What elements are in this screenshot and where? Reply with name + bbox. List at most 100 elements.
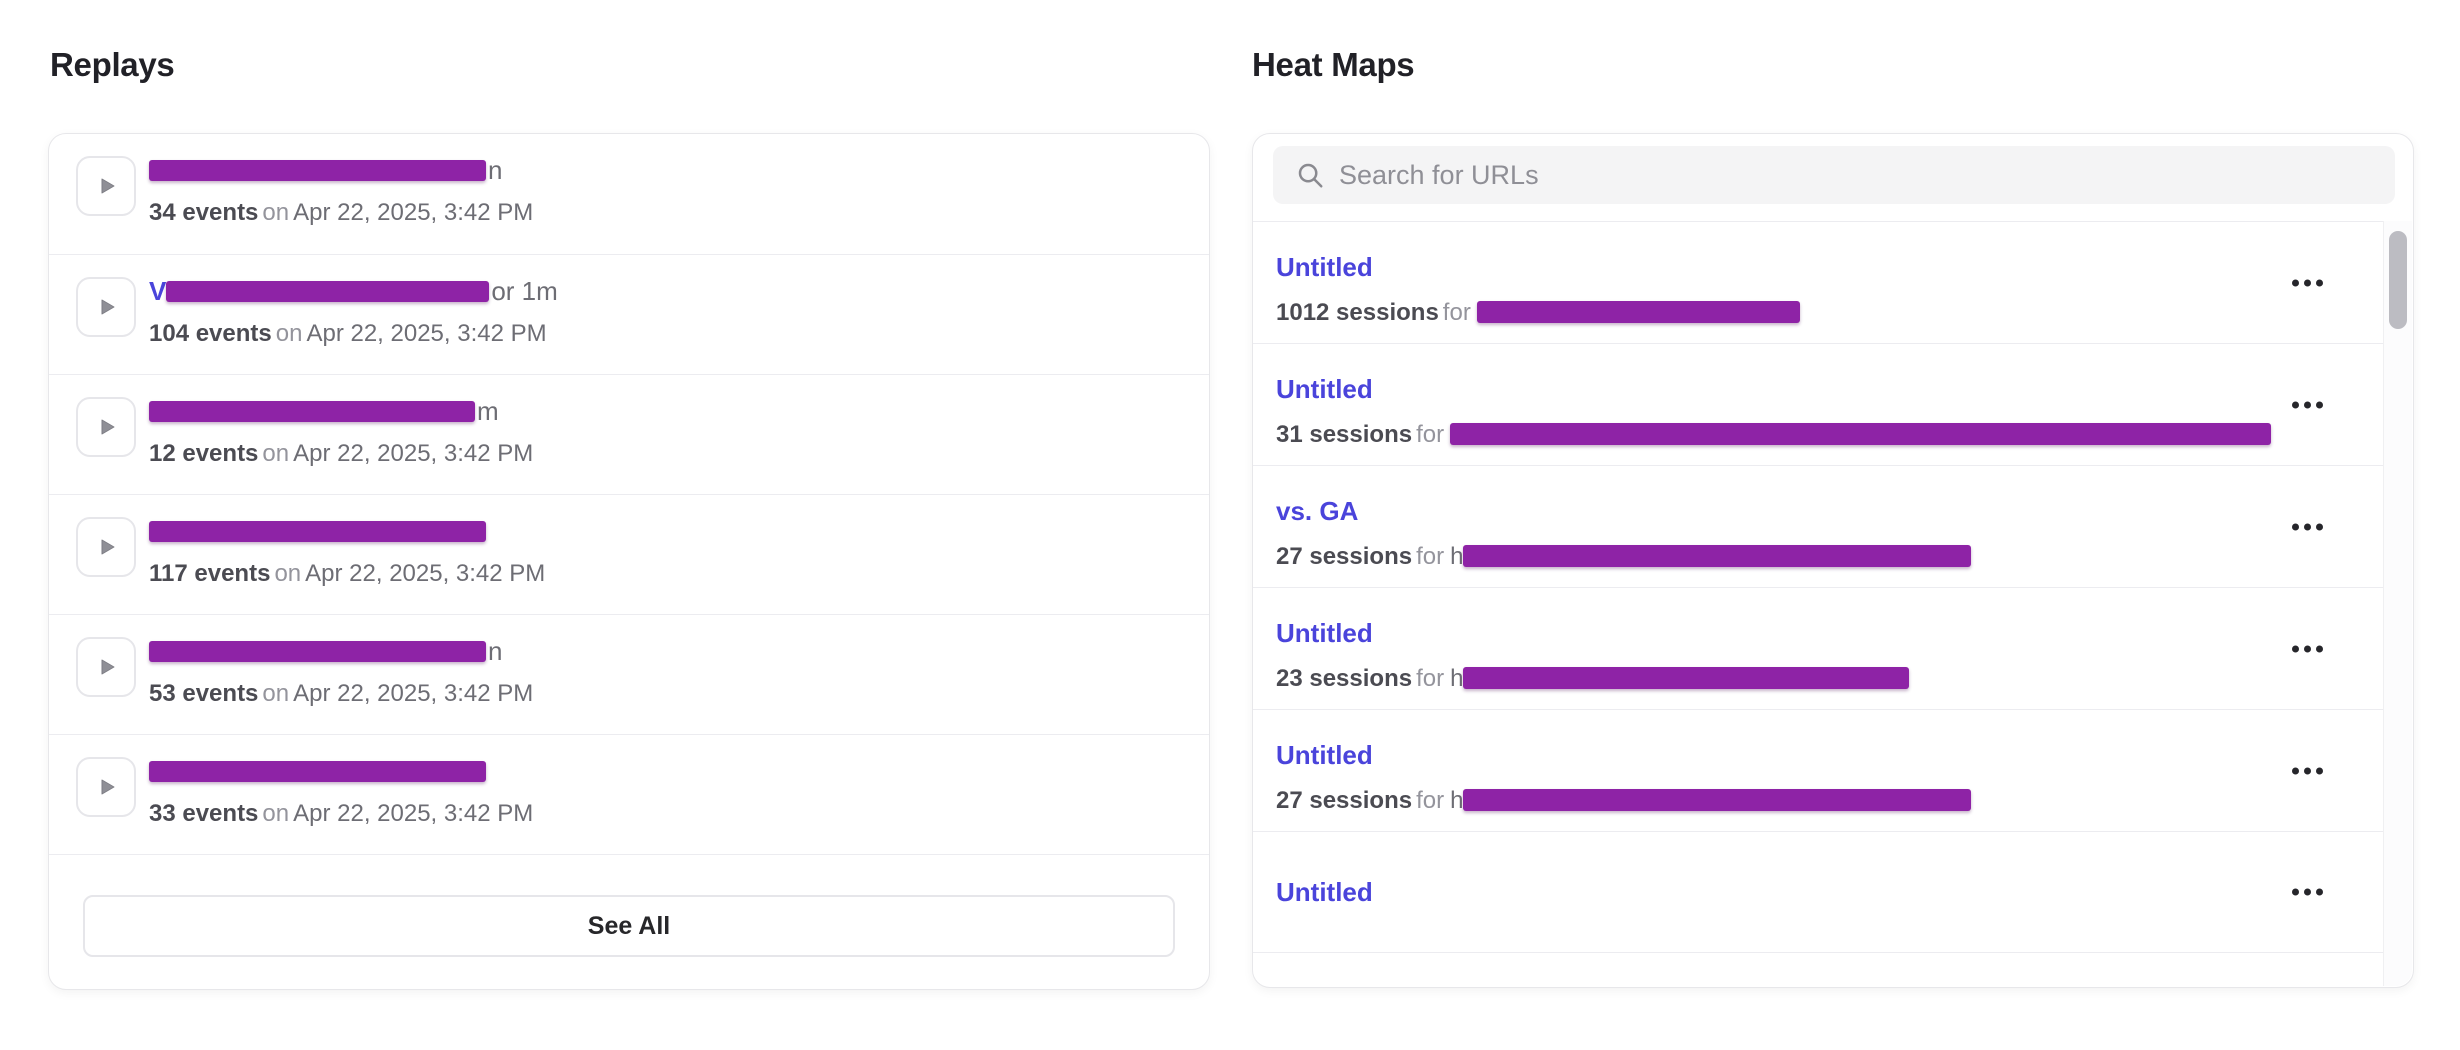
redaction-bar [1476,301,1800,323]
event-count: 34 events [149,199,259,226]
heatmap-title-link[interactable]: Untitled [1276,877,1373,907]
replay-timestamp: Apr 22, 2025, 3:42 PM [306,320,547,347]
play-icon [101,779,115,795]
heatmap-meta: 1012 sessions for [1276,298,2273,327]
heatmap-title-link[interactable]: Untitled [1276,252,1373,282]
more-options-button[interactable] [2286,761,2329,780]
more-options-icon [2292,645,2299,652]
heatmap-title-link[interactable]: Untitled [1276,740,1373,770]
heatmap-row: Untitled 23 sessions for h [1253,587,2383,709]
heatmap-row: vs. GA 27 sessions for h [1253,465,2383,587]
more-options-button[interactable] [2286,639,2329,658]
replay-visitor-link[interactable] [149,756,488,786]
play-icon [101,539,115,555]
more-options-icon [2292,279,2299,286]
play-button[interactable] [76,277,136,337]
play-button[interactable] [76,397,136,457]
play-icon [101,419,115,435]
play-button[interactable] [76,637,136,697]
heatmap-list: Untitled 1012 sessions for Untitled 31 se… [1253,221,2413,987]
more-options-icon [2292,401,2299,408]
replay-meta: 34 events on Apr 22, 2025, 3:42 PM [149,199,534,226]
visit-duration-fragment: n [488,636,503,666]
heatmap-meta: 31 sessions for [1276,420,2273,449]
heatmap-row: Untitled 31 sessions for [1253,343,2383,465]
replay-timestamp: Apr 22, 2025, 3:42 PM [293,199,534,226]
heatmap-meta: 27 sessions for h [1276,786,2273,815]
visitor-name-fragment: V [149,276,167,306]
redaction-bar [149,521,486,542]
event-count: 117 events [149,560,271,587]
url-search [1273,146,2395,204]
replays-section-title: Replays [50,46,175,83]
event-count: 104 events [149,320,272,347]
play-button[interactable] [76,517,136,577]
replay-row: n 34 events on Apr 22, 2025, 3:42 PM [49,134,1209,254]
replay-row: 117 events on Apr 22, 2025, 3:42 PM [49,494,1209,614]
heatmap-row: Untitled [1253,831,2383,952]
url-fragment: h [1450,665,1464,692]
more-options-button[interactable] [2286,395,2329,414]
replay-visitor-link[interactable]: m [149,396,499,426]
search-input[interactable] [1273,146,2395,204]
session-count: 23 sessions [1276,665,1413,692]
replay-timestamp: Apr 22, 2025, 3:42 PM [293,440,534,467]
heatmap-meta: 23 sessions for h [1276,664,2273,693]
session-count: 31 sessions [1276,421,1413,448]
replay-timestamp: Apr 22, 2025, 3:42 PM [293,680,534,707]
play-button[interactable] [76,757,136,817]
play-button[interactable] [76,156,136,216]
replay-timestamp: Apr 22, 2025, 3:42 PM [305,560,546,587]
replay-visitor-link[interactable]: n [149,636,502,666]
event-count: 33 events [149,800,259,827]
heatmap-row-clipped: Untitled [1253,952,2383,987]
scrollbar-thumb[interactable] [2389,231,2407,329]
see-all-section: See All [49,854,1209,989]
more-options-button[interactable] [2286,883,2329,902]
play-icon [101,659,115,675]
replay-meta: 104 events on Apr 22, 2025, 3:42 PM [149,320,547,347]
more-options-icon [2292,767,2299,774]
play-icon [101,178,115,194]
url-fragment: h [1450,543,1464,570]
more-options-button[interactable] [2286,273,2329,292]
redaction-bar [149,401,475,422]
url-fragment: h [1450,787,1464,814]
replay-visitor-link[interactable]: n [149,155,502,185]
event-count: 12 events [149,440,259,467]
replay-meta: 33 events on Apr 22, 2025, 3:42 PM [149,800,534,827]
replay-meta: 53 events on Apr 22, 2025, 3:42 PM [149,680,534,707]
heatmap-row: Untitled 27 sessions for h [1253,709,2383,831]
session-count: 27 sessions [1276,787,1413,814]
heatmap-title-link[interactable]: Untitled [1276,374,1373,404]
see-all-button[interactable]: See All [83,895,1175,957]
redaction-bar [1463,667,1910,689]
replay-visitor-link[interactable] [149,516,488,546]
redaction-bar [149,160,486,181]
redaction-bar [166,281,490,302]
more-options-icon [2292,523,2299,530]
scrollbar-track[interactable] [2383,221,2412,986]
redaction-bar [1463,789,1972,811]
heatmap-title-link[interactable]: Untitled [1276,618,1373,648]
replay-row: n 53 events on Apr 22, 2025, 3:42 PM [49,614,1209,734]
replay-timestamp: Apr 22, 2025, 3:42 PM [293,800,534,827]
heatmap-title-link[interactable]: Untitled [1276,983,1373,987]
replay-meta: 12 events on Apr 22, 2025, 3:42 PM [149,440,534,467]
replay-row: m 12 events on Apr 22, 2025, 3:42 PM [49,374,1209,494]
visit-duration-fragment: n [488,155,503,185]
more-options-icon [2292,888,2299,896]
play-icon [101,299,115,315]
heatmaps-section-title: Heat Maps [1252,46,1415,83]
visit-duration-fragment: m [477,396,499,426]
heatmap-title-link[interactable]: vs. GA [1276,496,1359,526]
session-count: 1012 sessions [1276,299,1439,326]
more-options-button[interactable] [2286,517,2329,536]
event-count: 53 events [149,680,259,707]
replay-meta: 117 events on Apr 22, 2025, 3:42 PM [149,560,546,587]
redaction-bar [149,761,486,782]
